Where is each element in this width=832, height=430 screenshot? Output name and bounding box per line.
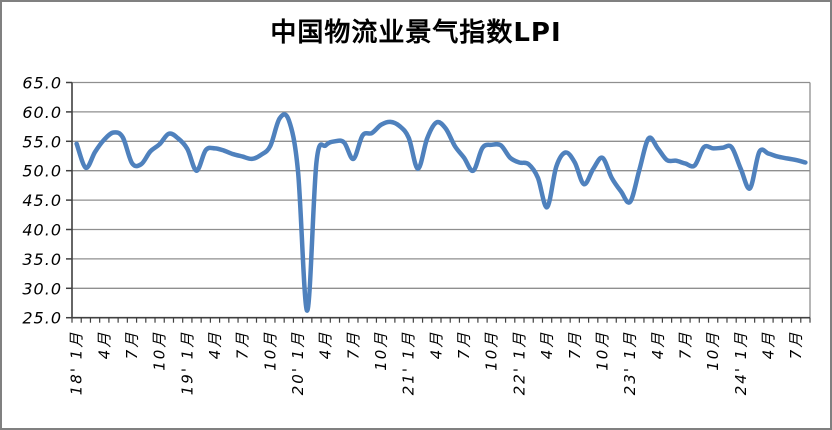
chart-title: 中国物流业景气指数LPI — [270, 18, 562, 48]
x-tick-label: 20' 1月 — [289, 331, 307, 396]
x-tick-label: 10月 — [261, 331, 279, 371]
x-tick-label: 10月 — [593, 331, 611, 371]
x-tick-label: 10月 — [483, 331, 501, 371]
x-tick-label: 22' 1月 — [510, 331, 528, 396]
x-tick-label: 4月 — [538, 331, 556, 360]
x-tick-label: 18' 1月 — [68, 331, 86, 396]
x-tick-label: 7月 — [455, 331, 473, 360]
x-tick-label: 4月 — [206, 331, 224, 360]
x-tick-label: 19' 1月 — [178, 331, 196, 396]
y-tick-label: 40.0 — [22, 221, 62, 240]
y-tick-label: 55.0 — [22, 132, 62, 151]
y-tick-label: 45.0 — [22, 191, 62, 210]
x-tick-label: 4月 — [649, 331, 667, 360]
x-tick-label: 23' 1月 — [621, 331, 639, 396]
y-tick-label: 30.0 — [22, 279, 62, 298]
x-tick-label: 7月 — [344, 331, 362, 360]
y-tick-label: 35.0 — [22, 250, 62, 269]
x-tick-label: 7月 — [123, 331, 141, 360]
x-tick-label: 7月 — [787, 331, 805, 360]
x-tick-label: 4月 — [317, 331, 335, 360]
x-tick-label: 7月 — [676, 331, 694, 360]
x-tick-label: 4月 — [427, 331, 445, 360]
y-tick-label: 25.0 — [22, 309, 62, 328]
x-tick-label: 4月 — [95, 331, 113, 360]
y-tick-label: 50.0 — [22, 162, 62, 181]
x-tick-label: 4月 — [759, 331, 777, 360]
x-tick-label: 24' 1月 — [732, 331, 750, 396]
x-tick-label: 21' 1月 — [400, 331, 418, 396]
y-tick-label: 60.0 — [22, 103, 62, 122]
x-tick-label: 10月 — [151, 331, 169, 371]
x-tick-label: 10月 — [704, 331, 722, 371]
x-tick-label: 10月 — [372, 331, 390, 371]
x-tick-label: 7月 — [234, 331, 252, 360]
y-tick-label: 65.0 — [22, 74, 62, 93]
x-tick-label: 7月 — [566, 331, 584, 360]
lpi-series-line — [74, 112, 808, 313]
